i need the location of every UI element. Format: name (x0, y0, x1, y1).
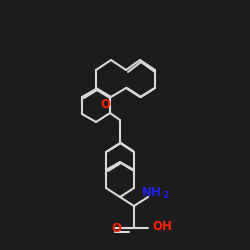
Text: 2: 2 (162, 192, 168, 200)
Text: O: O (100, 98, 110, 112)
Text: OH: OH (152, 220, 172, 232)
Text: O: O (111, 222, 121, 234)
Text: NH: NH (142, 186, 162, 200)
